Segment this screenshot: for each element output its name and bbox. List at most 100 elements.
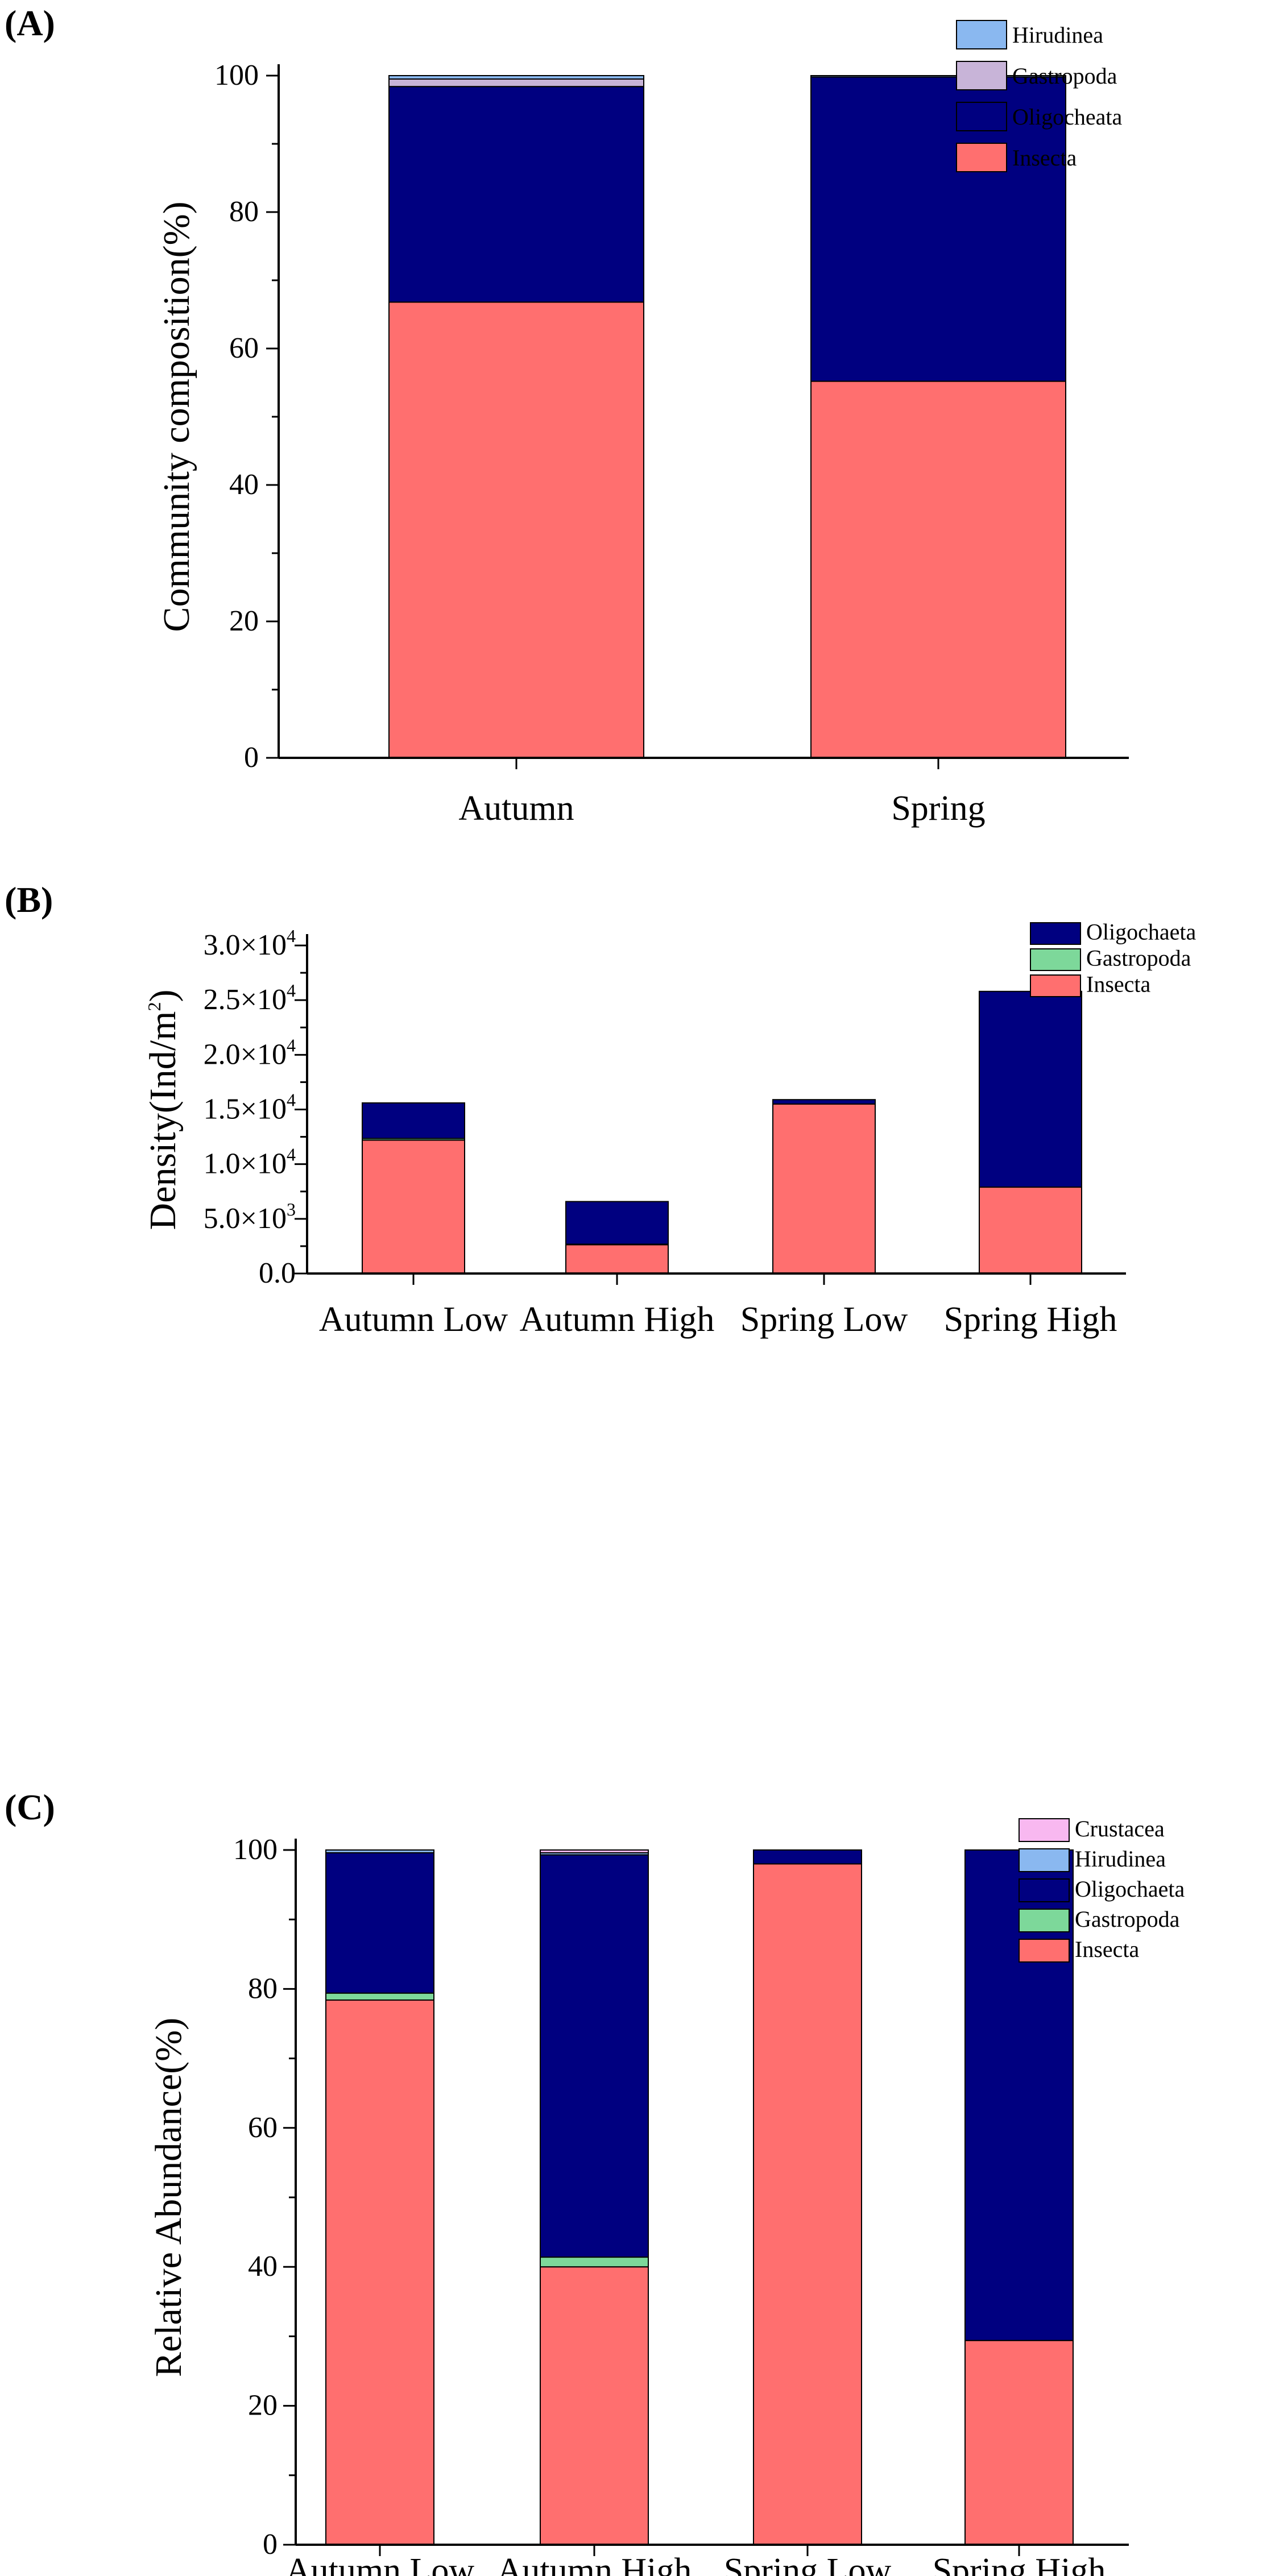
bar-spring-high-oligochaeta — [979, 990, 1082, 1188]
legend-swatch-insecta — [1030, 974, 1081, 997]
category-label-autumn-high: Autumn High — [497, 2552, 692, 2576]
panel-a-ytick-label: 40 — [229, 468, 259, 501]
legend-label-gastropoda: Gastropoda — [1086, 945, 1191, 971]
legend-label-insecta: Insecta — [1012, 145, 1077, 171]
category-label-autumn-low: Autumn Low — [319, 1300, 508, 1339]
bar-autumn-high-oligochaeta — [565, 1201, 669, 1245]
legend-swatch-gastropoda — [1030, 948, 1081, 971]
panel-c-ytick-label: 60 — [248, 2112, 278, 2144]
panel-c-y-axis-title: Relative Abundance(%) — [148, 2018, 189, 2377]
legend-label-oligocheata: Oligocheata — [1012, 104, 1122, 130]
bar-autumn-low-hirudinea — [325, 1849, 434, 1853]
bar-autumn-gastropoda — [388, 78, 644, 88]
panel-a-label: (A) — [5, 3, 55, 43]
panel-b-ytick-exponent: 4 — [287, 1035, 296, 1055]
panel-b-ytick-mantissa: 2.5×10 — [204, 984, 287, 1016]
panel-b-label: (B) — [5, 880, 53, 920]
bar-spring-low-oligochaeta — [772, 1099, 876, 1105]
panel-c-legend: Crustacea Hirudinea Oligochaeta Gastropoda I… — [1019, 1816, 1185, 1963]
panel-c-ytick-label: 20 — [248, 2390, 278, 2422]
legend-label-oligochaeta: Oligochaeta — [1075, 1876, 1185, 1902]
bar-autumn-hirudinea — [388, 75, 644, 80]
legend-label-insecta: Insecta — [1075, 1936, 1140, 1962]
legend-label-crustacea: Crustacea — [1075, 1816, 1165, 1841]
legend-swatch-hirudinea — [956, 20, 1007, 49]
panel-b-y-axis-title-end: ) — [142, 990, 184, 1002]
panel-a: (A) 0 20 40 60 80 100 Autumn Spring Community com… — [5, 3, 1129, 828]
panel-c: (C) 0 20 40 60 80 100 Autumn Low Autumn High Spri… — [5, 1787, 1185, 2576]
panel-b-ytick-label: 1.0×104 — [204, 1144, 296, 1180]
panel-a-ytick-label: 20 — [229, 605, 259, 637]
legend-swatch-gastropoda — [956, 61, 1007, 90]
panel-b-y-axis-title-sup: 2 — [144, 1002, 164, 1011]
category-label-spring-high: Spring High — [933, 2552, 1106, 2576]
panel-b-y-axis-title: Density(Ind/m2) — [142, 990, 184, 1230]
bar-spring-low-insecta — [753, 1863, 862, 2545]
legend-swatch-oligochaeta — [1019, 1878, 1070, 1902]
panel-c-ytick-label: 100 — [233, 1834, 278, 1866]
bar-autumn-insecta — [388, 301, 644, 758]
bar-spring-low-oligochaeta — [753, 1849, 862, 1865]
panel-a-ytick-label: 60 — [229, 332, 259, 364]
bar-autumn-high-crustacea — [540, 1849, 649, 1853]
bar-autumn-oligocheata — [388, 86, 644, 303]
panel-a-y-axis-title: Community composition(%) — [156, 201, 197, 632]
panel-b-y-axis-title-text: Density(Ind/m — [142, 1011, 184, 1230]
panel-a-ytick-label: 80 — [229, 196, 259, 228]
panel-b-ytick-label: 1.5×104 — [204, 1090, 296, 1126]
panel-b-ytick-exponent: 4 — [287, 980, 296, 1001]
category-label-spring-low: Spring Low — [724, 2552, 892, 2576]
legend-swatch-oligochaeta — [1030, 922, 1081, 945]
legend-swatch-insecta — [1019, 1939, 1070, 1963]
bar-spring-hirudinea — [810, 75, 1066, 78]
panel-c-ytick-label: 0 — [263, 2528, 278, 2561]
legend-label-gastropoda: Gastropoda — [1075, 1906, 1180, 1932]
panel-b-ytick-mantissa: 2.0×10 — [204, 1038, 287, 1071]
bar-spring-low-insecta — [772, 1103, 876, 1274]
panel-b-ytick-mantissa: 5.0×10 — [204, 1202, 287, 1235]
panel-c-label: (C) — [5, 1787, 55, 1827]
panel-a-legend: Hirudinea Gastropoda Oligocheata Insecta — [956, 20, 1122, 172]
panel-b-ytick-mantissa: 0.0 — [259, 1257, 296, 1289]
legend-swatch-insecta — [956, 143, 1007, 172]
category-label-autumn-high: Autumn High — [520, 1300, 715, 1339]
legend-label-gastropoda: Gastropoda — [1012, 63, 1117, 89]
panel-b-ytick-label: 0.0 — [259, 1257, 296, 1289]
panel-c-ytick-label: 40 — [248, 2250, 278, 2283]
legend-label-insecta: Insecta — [1086, 972, 1151, 997]
bar-autumn-low-insecta — [325, 1999, 434, 2545]
bar-autumn-high-insecta — [540, 2266, 649, 2545]
panel-b-ytick-mantissa: 3.0×10 — [204, 929, 287, 961]
panel-b-ytick-exponent: 4 — [287, 1144, 296, 1165]
panel-b: (B)0.05.0×1031.0×1041.5×1042.0×1042.5×10… — [5, 880, 1196, 1339]
bar-autumn-low-gastropoda — [325, 1992, 434, 2001]
panel-b-ytick-label: 2.0×104 — [204, 1035, 296, 1071]
legend-label-hirudinea: Hirudinea — [1075, 1846, 1166, 1872]
bar-spring-high-insecta — [979, 1187, 1082, 1274]
legend-swatch-gastropoda — [1019, 1909, 1070, 1932]
panel-b-ytick-exponent: 3 — [287, 1199, 296, 1219]
bar-autumn-low-oligochaeta — [325, 1852, 434, 1994]
panel-a-ytick-label: 100 — [214, 59, 259, 92]
panel-b-ytick-label: 3.0×104 — [204, 926, 296, 961]
panel-c-y-axis-title-text: Relative Abundance(%) — [148, 2018, 189, 2377]
bar-autumn-low-oligochaeta — [362, 1102, 465, 1139]
bar-autumn-high-gastropoda — [540, 2256, 649, 2268]
bar-autumn-high-insecta — [565, 1244, 669, 1275]
bar-autumn-low-insecta — [362, 1139, 465, 1275]
bar-spring-oligocheata — [810, 76, 1066, 382]
bar-autumn-high-oligochaeta — [540, 1854, 649, 2258]
legend-swatch-crustacea — [1019, 1818, 1070, 1842]
category-label-autumn-low: Autumn Low — [285, 2552, 475, 2576]
panel-b-ytick-exponent: 4 — [287, 926, 296, 946]
panel-b-ytick-mantissa: 1.5×10 — [204, 1093, 287, 1126]
panel-c-ytick-label: 80 — [248, 1972, 278, 2005]
panel-b-ytick-label: 2.5×104 — [204, 980, 296, 1016]
legend-swatch-oligocheata — [956, 102, 1007, 131]
category-label-autumn: Autumn — [458, 789, 574, 828]
legend-swatch-hirudinea — [1019, 1848, 1070, 1872]
panel-b-ytick-mantissa: 1.0×10 — [204, 1148, 287, 1180]
category-label-spring-low: Spring Low — [740, 1300, 908, 1339]
panel-b-ytick-exponent: 4 — [287, 1090, 296, 1110]
